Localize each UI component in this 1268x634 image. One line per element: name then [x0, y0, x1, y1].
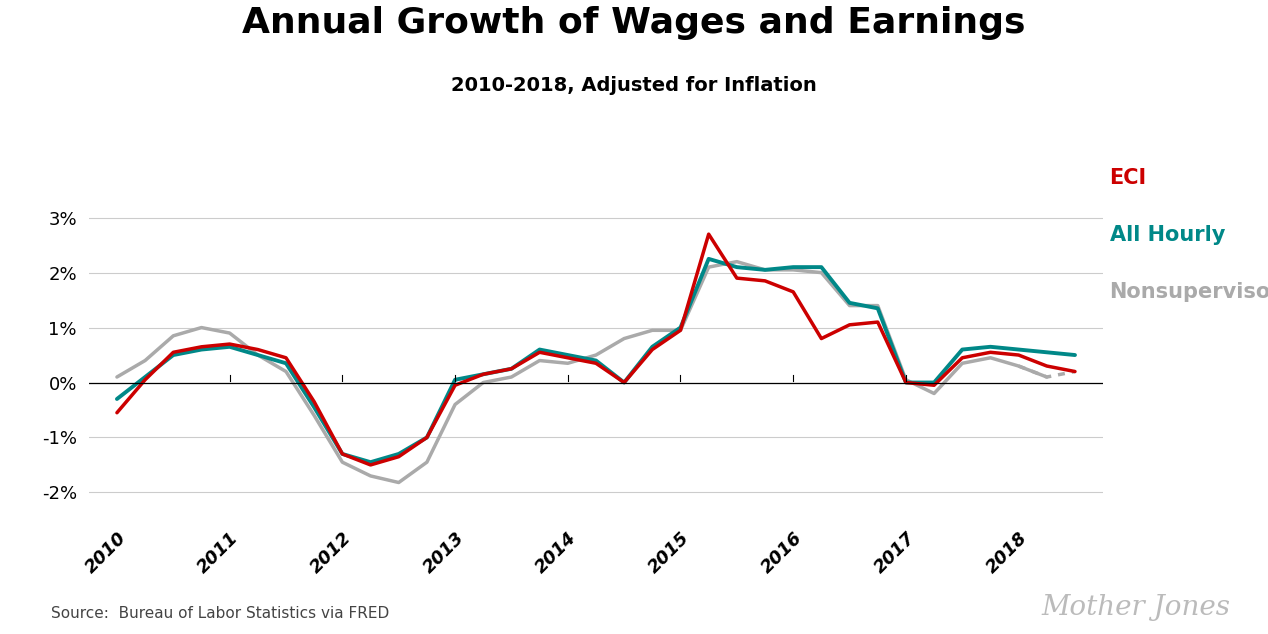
Text: Source:  Bureau of Labor Statistics via FRED: Source: Bureau of Labor Statistics via F… [51, 606, 389, 621]
Text: Mother Jones: Mother Jones [1041, 594, 1230, 621]
Text: 2010-2018, Adjusted for Inflation: 2010-2018, Adjusted for Inflation [451, 76, 817, 95]
Text: All Hourly: All Hourly [1110, 224, 1225, 245]
Text: ECI: ECI [1110, 167, 1146, 188]
Text: Nonsupervisory: Nonsupervisory [1110, 281, 1268, 302]
Text: Annual Growth of Wages and Earnings: Annual Growth of Wages and Earnings [242, 6, 1026, 41]
